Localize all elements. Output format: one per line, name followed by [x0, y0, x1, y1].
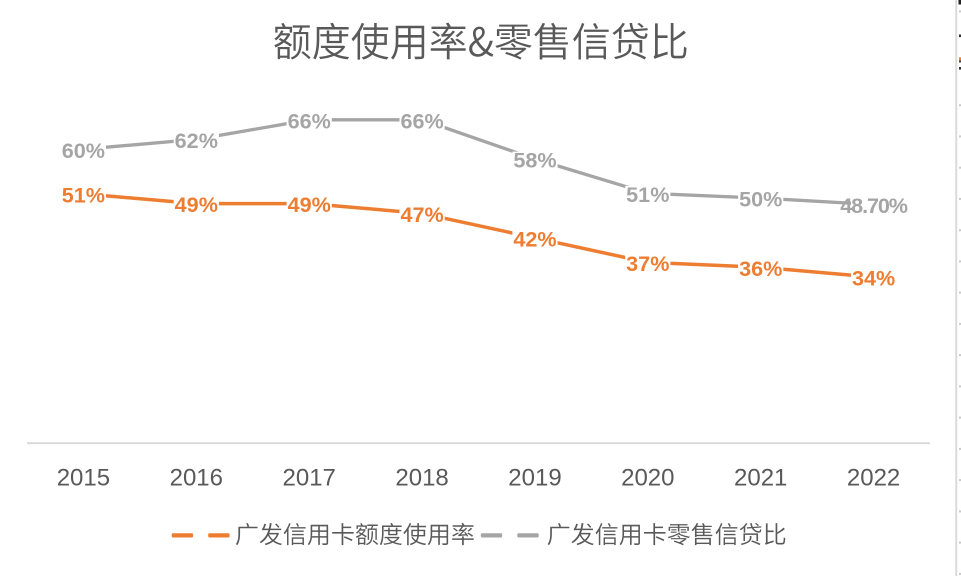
svg-text:2018: 2018	[395, 465, 448, 492]
svg-text:2016: 2016	[170, 465, 223, 492]
svg-text:42%: 42%	[513, 227, 556, 252]
svg-text:2021: 2021	[734, 465, 787, 492]
svg-text:2017: 2017	[283, 465, 336, 492]
svg-text:49%: 49%	[288, 192, 331, 217]
svg-text:51%: 51%	[626, 182, 669, 207]
svg-text:2020: 2020	[621, 465, 674, 492]
svg-text:47%: 47%	[400, 202, 443, 227]
svg-text:58%: 58%	[513, 148, 556, 173]
svg-text:66%: 66%	[288, 108, 331, 133]
svg-text:60%: 60%	[62, 138, 105, 163]
svg-text:2019: 2019	[508, 465, 561, 492]
svg-text:66%: 66%	[400, 108, 443, 133]
svg-text:34%: 34%	[852, 266, 895, 291]
svg-text:51%: 51%	[62, 183, 105, 208]
svg-text:48.70%: 48.70%	[840, 193, 908, 218]
svg-text:37%: 37%	[626, 251, 669, 276]
svg-text:50%: 50%	[739, 187, 782, 212]
svg-text:2022: 2022	[847, 465, 900, 492]
svg-text:2015: 2015	[57, 465, 110, 492]
svg-text:36%: 36%	[739, 256, 782, 281]
svg-text:62%: 62%	[175, 128, 218, 153]
svg-text:49%: 49%	[175, 192, 218, 217]
